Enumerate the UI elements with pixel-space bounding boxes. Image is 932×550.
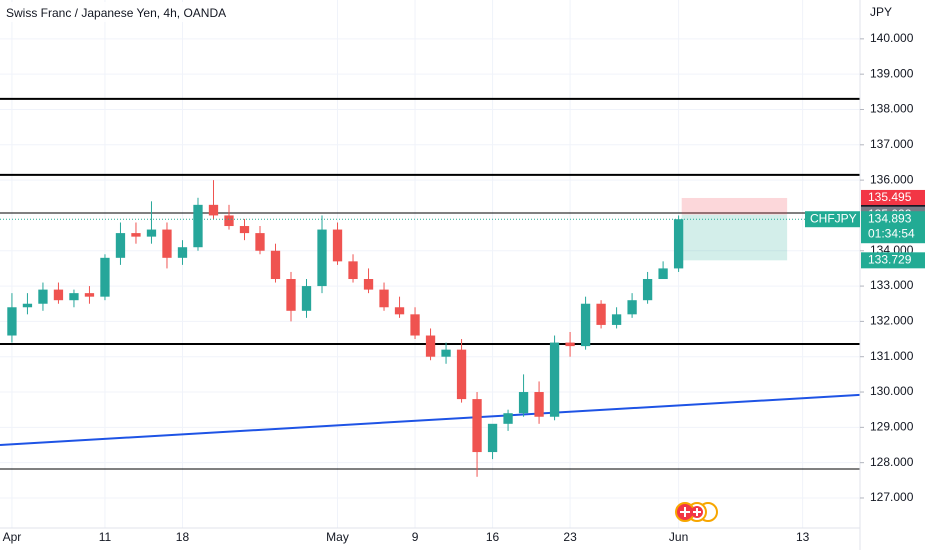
price-tag <box>861 189 925 206</box>
trend-line <box>0 393 861 447</box>
symbol-tag <box>805 211 860 228</box>
candle-body <box>146 229 157 237</box>
last-price-tag <box>861 211 925 244</box>
title-bg <box>0 2 236 22</box>
chart-title: Swiss Franc / Japanese Yen, 4h, OANDA <box>6 6 226 20</box>
target-zone <box>681 214 788 261</box>
y-tick-label: 140.000 <box>870 31 914 45</box>
candle-body <box>580 303 591 347</box>
candle-body <box>456 349 467 400</box>
candle-body <box>425 335 436 357</box>
x-tick-label: May <box>326 530 349 544</box>
y-tick-label: 137.000 <box>870 137 914 151</box>
x-tick-label: 9 <box>412 530 419 544</box>
candle-body <box>115 233 126 258</box>
candle-body <box>487 423 498 453</box>
candle-body <box>131 233 141 237</box>
candle-body <box>565 342 575 347</box>
candle-body <box>7 307 17 336</box>
x-tick-label: 11 <box>99 530 112 544</box>
candle-body <box>503 413 513 424</box>
candle-body <box>534 392 544 417</box>
y-tick-label: 129.000 <box>870 420 914 434</box>
candle-body <box>301 286 312 311</box>
candle-body <box>84 293 95 297</box>
candle-body <box>611 314 622 325</box>
y-axis-label: JPY <box>870 5 892 19</box>
x-tick-label: Jun <box>669 530 688 544</box>
candle-body <box>270 250 281 280</box>
candle-body <box>193 204 203 248</box>
candle-body <box>379 289 389 308</box>
candle-body <box>472 399 482 453</box>
badges <box>675 502 718 522</box>
candle-body <box>53 289 64 301</box>
candle-body <box>332 229 343 262</box>
y-tick-label: 136.000 <box>870 172 914 186</box>
y-tick-label: 130.000 <box>870 384 914 398</box>
y-tick-label: 127.000 <box>870 490 914 504</box>
candle-body <box>177 247 188 258</box>
candle-body <box>239 226 250 234</box>
candle-body <box>208 204 219 216</box>
candle-body <box>286 279 296 311</box>
stop-zone <box>681 197 788 215</box>
candle-body <box>549 342 560 417</box>
candle-body <box>627 300 637 315</box>
y-tick-label: 139.000 <box>870 66 914 80</box>
x-tick-label: 23 <box>563 530 577 544</box>
y-tick-label: 132.000 <box>870 314 914 328</box>
x-tick-label: 13 <box>796 530 810 544</box>
candle-body <box>162 229 172 258</box>
candle-body <box>642 279 653 301</box>
candle-body <box>69 293 79 301</box>
candle-body <box>348 261 358 280</box>
y-tick-label: 128.000 <box>870 455 914 469</box>
candle-body <box>658 268 668 280</box>
candle-body <box>22 303 33 308</box>
price-tag-label: 133.729 <box>868 252 912 266</box>
price-tag-label: 135.495 <box>868 190 912 204</box>
candle-body <box>255 233 265 251</box>
last-price-text: 01:34:54 <box>868 226 915 240</box>
candle-body <box>317 229 327 287</box>
price-tag <box>861 252 925 269</box>
candle-body <box>38 289 48 304</box>
candle-body <box>363 279 374 290</box>
y-tick-label: 131.000 <box>870 349 914 363</box>
last-price-text: CHFJPY <box>810 211 857 225</box>
candle-body <box>673 219 684 269</box>
candle-body <box>518 392 529 414</box>
candle-body <box>224 215 234 227</box>
candle-body <box>410 314 420 336</box>
x-tick-label: 16 <box>486 530 500 544</box>
y-tick-label: 138.000 <box>870 102 914 116</box>
candle-body <box>596 303 606 325</box>
candle-body <box>441 349 451 357</box>
x-tick-label: Apr <box>3 530 22 544</box>
y-tick-label: 133.000 <box>870 278 914 292</box>
last-price-text: 134.893 <box>868 211 912 225</box>
plot-area <box>0 0 861 528</box>
x-tick-label: 18 <box>176 530 190 544</box>
candle-body <box>394 307 405 315</box>
candle-body <box>100 257 110 297</box>
